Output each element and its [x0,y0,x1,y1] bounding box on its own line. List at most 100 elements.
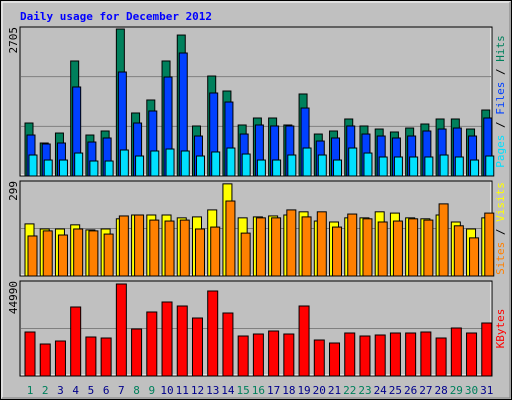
bar [317,154,327,177]
y-tick-label: 299 [7,181,20,201]
x-tick-label: 22 [343,384,356,397]
bar [470,159,480,177]
bar [255,217,266,277]
bar [392,220,403,277]
bar [225,200,236,277]
bar [405,332,417,377]
bar [103,233,114,277]
x-tick-label: 21 [328,384,341,397]
bar [180,150,190,177]
legend: Sites / Visits [494,182,507,275]
x-tick-label: 1 [27,384,34,397]
bar [409,156,419,177]
bar [149,219,160,277]
x-tick-label: 29 [450,384,463,397]
bar [27,235,38,277]
bar [272,159,282,177]
bar [332,226,343,277]
bar [298,305,310,377]
bar [378,156,388,177]
bar [359,335,371,377]
bar [131,328,143,377]
bar [420,331,432,377]
bar [57,234,68,277]
bar [453,225,464,277]
bar [118,215,129,277]
bar [161,301,173,377]
x-tick-label: 7 [118,384,125,397]
x-tick-label: 14 [221,384,235,397]
bar [88,230,99,277]
bar [313,339,325,377]
legend-entry: Pages [494,135,507,168]
y-tick-label: 44990 [7,281,20,314]
bar [146,311,158,377]
bar [481,322,493,377]
bar [165,148,175,177]
x-tick-label: 5 [88,384,95,397]
bar [283,333,295,377]
bar [347,213,358,277]
bar [134,214,145,277]
bar [100,337,112,377]
legend-entry: Visits [494,182,507,222]
bar [70,306,82,377]
bar [237,335,249,377]
legend: KBytes [494,309,507,349]
legend-entry: Sites [494,242,507,275]
legend-entry: Hits [494,35,507,62]
x-tick-label: 15 [237,384,250,397]
bar [271,217,282,277]
bar [424,156,434,177]
bar [24,331,36,377]
x-tick-label: 3 [57,384,64,397]
bar [301,216,312,277]
x-tick-label: 20 [313,384,326,397]
bar [194,228,205,277]
x-tick-label: 9 [148,384,155,397]
x-tick-label: 10 [160,384,173,397]
bar [119,149,129,177]
bar [287,154,297,177]
bar [485,155,495,177]
bar [363,152,373,177]
bar [43,159,53,177]
bar [135,155,145,177]
legend-separator: / [494,115,507,135]
x-tick-label: 4 [72,384,79,397]
bar [333,159,343,177]
y-tick-label: 2705 [7,27,20,54]
x-tick-label: 28 [434,384,447,397]
legend-entry: Files [494,82,507,115]
bar [408,218,419,277]
bar [176,305,188,377]
bar [179,219,190,277]
bar [39,343,51,377]
bar [389,332,401,377]
x-tick-label: 6 [103,384,110,397]
x-tick-label: 2 [42,384,49,397]
bar [256,159,266,177]
bar [435,337,447,377]
x-tick-label: 16 [252,384,265,397]
bar [28,154,38,177]
bar [286,209,297,277]
legend-entry: KBytes [494,309,507,349]
bar [450,327,462,377]
bar [316,211,327,277]
bar [191,317,203,377]
x-tick-label: 30 [465,384,478,397]
bar [73,228,84,277]
x-tick-label: 31 [480,384,493,397]
x-tick-label: 25 [389,384,402,397]
bar [252,333,264,377]
bar [344,332,356,377]
x-tick-label: 8 [133,384,140,397]
bar [329,342,341,377]
bar [210,226,221,277]
bar [115,283,127,377]
bar [374,334,386,377]
